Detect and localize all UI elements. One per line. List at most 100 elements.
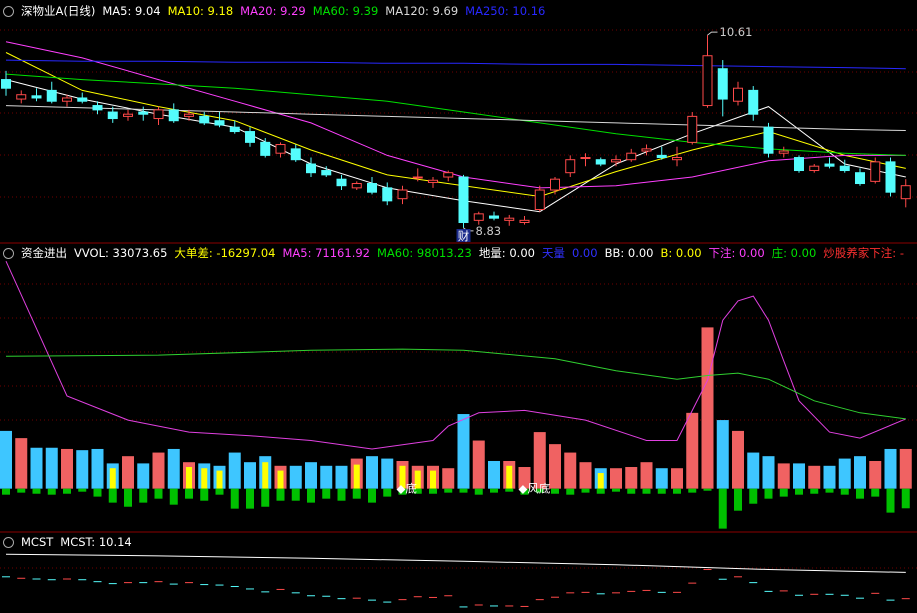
big-order-bar bbox=[749, 488, 758, 504]
candle-body bbox=[62, 97, 72, 102]
price-label: 8.83 bbox=[476, 224, 502, 238]
legend-entry: MCST: 10.14 bbox=[60, 535, 132, 549]
candle-body bbox=[733, 87, 743, 102]
volume-bar bbox=[777, 463, 790, 489]
candle-body bbox=[565, 159, 576, 174]
flow-line bbox=[5, 260, 906, 450]
indicator-value: 下注: 0.00 bbox=[708, 246, 765, 260]
big-order-bar bbox=[688, 488, 697, 493]
volume-bar bbox=[671, 468, 683, 489]
price-pointer bbox=[707, 31, 718, 36]
volume-bar bbox=[701, 327, 714, 489]
mcst-line bbox=[5, 553, 906, 573]
big-order-bar bbox=[337, 488, 346, 501]
candle-body bbox=[168, 109, 179, 122]
candle-body bbox=[275, 144, 286, 154]
volume-bar bbox=[61, 448, 73, 489]
volume-bar bbox=[152, 452, 165, 489]
candle-body bbox=[870, 161, 881, 182]
volume-bar bbox=[167, 448, 180, 489]
inner-bar bbox=[399, 465, 406, 489]
candle-body bbox=[839, 165, 850, 172]
big-order-bar bbox=[642, 488, 651, 494]
big-order-bar bbox=[108, 488, 117, 503]
flow-header: 资金进出 VVOL: 33073.65 大单差: -16297.04 MA5: 711… bbox=[0, 245, 904, 261]
grid bbox=[0, 29, 917, 569]
candle-body bbox=[702, 55, 713, 107]
inner-bar bbox=[201, 468, 208, 489]
big-order-bar bbox=[291, 488, 300, 501]
volume-bar bbox=[45, 447, 58, 489]
volume-bar bbox=[228, 452, 241, 489]
indicator-value: 庄: 0.00 bbox=[771, 246, 817, 260]
inner-bar bbox=[353, 464, 360, 489]
volume-bar bbox=[91, 448, 104, 489]
candle-body bbox=[687, 115, 698, 143]
big-order-bar bbox=[63, 488, 71, 494]
big-order-bar bbox=[230, 488, 239, 509]
big-order-bar bbox=[246, 488, 254, 509]
big-order-bar bbox=[886, 488, 895, 513]
candle-body bbox=[656, 154, 667, 159]
big-order-bar bbox=[413, 488, 422, 494]
candle-body bbox=[77, 97, 88, 102]
candle-body bbox=[641, 148, 652, 152]
candle-body bbox=[611, 159, 621, 163]
candle-body bbox=[1, 79, 11, 89]
volume-bar bbox=[488, 460, 500, 489]
big-order-bar bbox=[490, 488, 498, 493]
big-order-bar bbox=[535, 488, 544, 493]
candle-body bbox=[428, 179, 438, 183]
ma-line bbox=[5, 59, 906, 70]
volume-bar bbox=[122, 456, 134, 489]
big-order-bar bbox=[139, 488, 148, 503]
price-label: 10.61 bbox=[720, 25, 753, 39]
candle-body bbox=[290, 148, 301, 161]
event-box bbox=[456, 229, 471, 242]
big-order-bar bbox=[368, 488, 376, 503]
candle-body bbox=[534, 189, 545, 211]
volume-bar bbox=[137, 463, 150, 489]
candle-body bbox=[367, 183, 377, 193]
volume-bar bbox=[747, 452, 760, 489]
big-order-bar bbox=[185, 488, 193, 499]
candle-body bbox=[123, 113, 133, 117]
legend-entry: MA250: 10.16 bbox=[465, 4, 546, 18]
candle-body bbox=[92, 105, 103, 111]
volume-bar bbox=[533, 432, 546, 489]
big-order-bar bbox=[856, 488, 864, 499]
big-order-bar bbox=[215, 488, 224, 495]
volume-bar bbox=[564, 452, 577, 489]
big-order-bar bbox=[78, 488, 87, 492]
volume-bar bbox=[442, 468, 455, 489]
indicator-value: 炒股养家下注: - bbox=[823, 246, 904, 260]
indicator-value: 0.00 bbox=[571, 246, 598, 260]
big-order-bar bbox=[474, 488, 483, 495]
volume-bar bbox=[854, 456, 866, 489]
panel-title: 深物业A(日线) bbox=[21, 4, 96, 18]
big-order-bar bbox=[429, 488, 437, 494]
big-order-bar bbox=[795, 488, 803, 495]
volume-bar bbox=[686, 412, 699, 489]
panel-title: 资金进出 bbox=[21, 246, 67, 260]
candle-body bbox=[138, 111, 149, 115]
volume-bar bbox=[793, 463, 805, 489]
candle-body bbox=[626, 152, 637, 161]
inner-bar bbox=[506, 465, 513, 489]
candle-body bbox=[458, 176, 469, 224]
panel-icon bbox=[3, 247, 14, 259]
volume-bar bbox=[381, 458, 394, 489]
big-order-bar bbox=[17, 488, 26, 493]
candle-body bbox=[580, 157, 591, 160]
candle-body bbox=[550, 178, 560, 191]
candle-body bbox=[824, 163, 835, 167]
signal-label: ◆底 bbox=[397, 482, 418, 496]
big-order-bar bbox=[154, 488, 163, 499]
inner-bar bbox=[414, 470, 421, 489]
big-order-bar bbox=[581, 488, 590, 493]
candle-body bbox=[778, 150, 789, 154]
volume-bar bbox=[823, 465, 836, 489]
volume-bar bbox=[289, 465, 302, 489]
big-order-bar bbox=[169, 488, 178, 505]
inner-bar bbox=[277, 470, 284, 489]
